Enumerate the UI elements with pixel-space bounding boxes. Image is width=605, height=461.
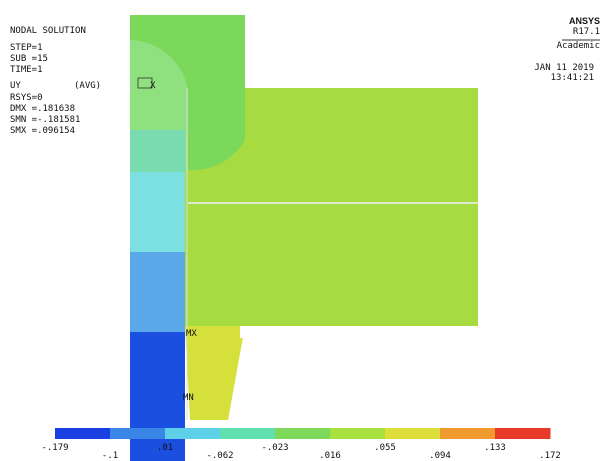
stat: SMX =.096154: [10, 126, 75, 136]
legend-label: .01: [157, 443, 173, 453]
legend-label: -.1: [102, 451, 118, 461]
legend-label: .016: [319, 451, 341, 461]
avg: (AVG): [74, 81, 101, 91]
legend-swatch: [55, 428, 111, 439]
legend-label: -.062: [206, 451, 233, 461]
edition: Academic: [557, 41, 600, 51]
info-line: TIME=1: [10, 65, 43, 75]
legend-label: -.179: [41, 443, 68, 453]
date: JAN 11 2019: [534, 63, 594, 73]
stat: SMN =-.181581: [10, 115, 80, 125]
legend-label: .172: [539, 451, 561, 461]
region: [130, 252, 185, 332]
info-line: SUB =15: [10, 54, 48, 64]
axis-label: X: [150, 81, 156, 91]
legend-swatch: [165, 428, 221, 439]
legend-swatch: [495, 428, 551, 439]
legend-swatch: [440, 428, 496, 439]
brand: ANSYS: [569, 16, 600, 26]
legend-label: .133: [484, 443, 506, 453]
region: [130, 172, 185, 252]
info-line: STEP=1: [10, 43, 43, 53]
quantity: UY: [10, 81, 21, 91]
legend-swatch: [385, 428, 441, 439]
version: R17.1: [573, 27, 600, 37]
screen: X MX MN NODAL SOLUTION STEP=1 SUB =15 TI…: [0, 0, 605, 461]
mx-label: MX: [186, 329, 197, 339]
region: [130, 332, 185, 461]
stat: DMX =.181638: [10, 104, 75, 114]
region: [185, 326, 245, 420]
mn-label: MN: [183, 393, 194, 403]
legend-swatch: [110, 428, 166, 439]
legend-swatch: [330, 428, 386, 439]
legend-label: -.023: [261, 443, 288, 453]
contour-plot: X MX MN NODAL SOLUTION STEP=1 SUB =15 TI…: [0, 0, 605, 461]
legend-swatch: [220, 428, 276, 439]
time: 13:41:21: [551, 73, 594, 83]
stat: RSYS=0: [10, 93, 43, 103]
color-legend: -.179 .01 -.023 .055 .133 -.1 -.062 .016 .094 .17…: [41, 428, 560, 461]
gap: [240, 326, 478, 338]
legend-label: .094: [429, 451, 451, 461]
region: [130, 130, 185, 172]
title: NODAL SOLUTION: [10, 26, 86, 36]
legend-swatch: [275, 428, 331, 439]
legend-label: .055: [374, 443, 396, 453]
